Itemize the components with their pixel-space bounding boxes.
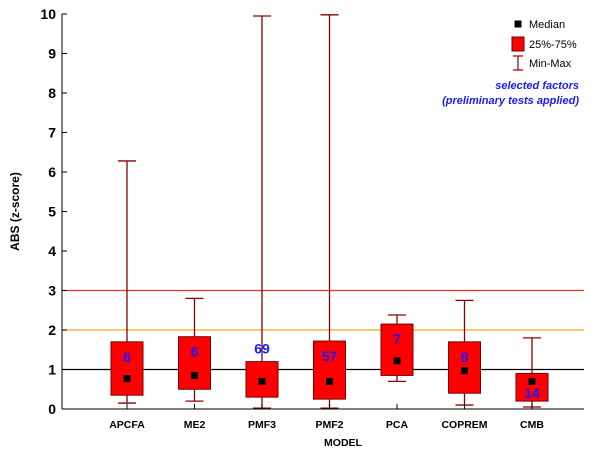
- median-marker: [123, 375, 131, 383]
- box-group-coprem: 8: [448, 299, 481, 406]
- iqr-box: [380, 323, 414, 376]
- sample-count-label: 8: [461, 349, 469, 365]
- x-tick-label: COPREM: [441, 419, 487, 431]
- x-tick-label: CMB: [520, 419, 544, 431]
- y-tick-label: 3: [48, 283, 56, 299]
- y-tick-label: 5: [48, 204, 56, 220]
- y-tick-label: 2: [48, 322, 56, 338]
- y-tick-label: 1: [48, 362, 56, 378]
- iqr-box: [313, 340, 346, 400]
- box-group-apcfa: 6: [110, 160, 144, 404]
- median-marker: [191, 371, 198, 379]
- y-tick-label: 9: [48, 46, 56, 62]
- sample-count-label: 14: [524, 385, 540, 401]
- median-marker: [461, 367, 468, 375]
- sample-count-label: 69: [254, 341, 270, 357]
- median-marker: [326, 377, 333, 385]
- iqr-box: [110, 341, 144, 396]
- legend-label-25-75: 25%-75%: [529, 39, 577, 51]
- box-group-pca: 7: [380, 314, 414, 383]
- sample-count-label: 7: [393, 331, 401, 347]
- legend-note-line: selected factors: [495, 80, 579, 92]
- x-tick-label: ME2: [184, 419, 206, 431]
- y-tick-label: 6: [48, 164, 56, 180]
- sample-count-label: 6: [123, 349, 131, 365]
- y-tick-label: 0: [48, 401, 56, 417]
- median-marker: [258, 377, 266, 385]
- box-group-me2: 6: [178, 297, 211, 402]
- x-tick-label: PCA: [386, 419, 409, 431]
- legend: Median 25%-75% Min-Max selected factors (pre…: [442, 19, 579, 107]
- y-tick-label: 8: [48, 85, 56, 101]
- x-axis-title: MODEL: [324, 437, 363, 449]
- median-marker: [528, 377, 536, 385]
- median-marker: [393, 357, 401, 365]
- legend-label-median: Median: [529, 19, 565, 31]
- legend-median-swatch: [514, 20, 522, 28]
- y-tick-label: 4: [48, 243, 56, 259]
- sample-count-label: 57: [322, 348, 338, 364]
- axes: 0 1 2 3 4 5 6 7 8 9 10 APCFA ME2 PMF3 PMF2 PCA COPREM CMB…: [8, 6, 584, 449]
- iqr-box: [178, 336, 211, 390]
- sample-count-label: 6: [191, 344, 199, 360]
- legend-label-min-max: Min-Max: [529, 58, 572, 70]
- x-tick-label: APCFA: [109, 419, 145, 431]
- box-group-pmf2: 57: [313, 14, 346, 409]
- legend-box-swatch: [511, 36, 525, 52]
- y-tick-label: 10: [40, 6, 56, 22]
- legend-note-line: (preliminary tests applied): [442, 95, 579, 107]
- box-group-cmb: 14: [515, 337, 549, 408]
- x-tick-label: PMF2: [315, 419, 343, 431]
- y-tick-label: 7: [48, 125, 56, 141]
- x-tick-label: PMF3: [248, 419, 276, 431]
- y-axis-title: ABS (z-score): [8, 172, 22, 251]
